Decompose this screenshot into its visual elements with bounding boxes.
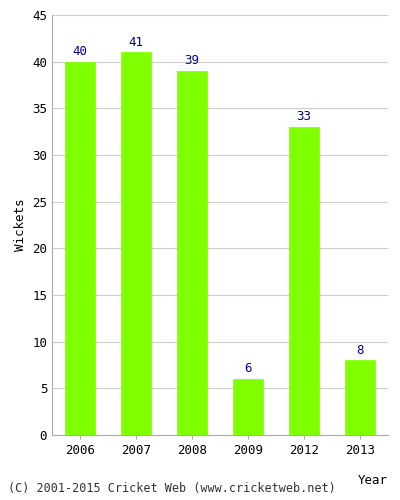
Bar: [289, 127, 320, 435]
Text: 8: 8: [356, 344, 364, 356]
Bar: [64, 62, 96, 435]
Text: 41: 41: [128, 36, 144, 49]
Text: 6: 6: [244, 362, 252, 376]
Bar: [344, 360, 375, 435]
Text: 33: 33: [296, 110, 312, 124]
Text: Year: Year: [358, 474, 388, 487]
Text: (C) 2001-2015 Cricket Web (www.cricketweb.net): (C) 2001-2015 Cricket Web (www.cricketwe…: [8, 482, 336, 495]
Text: 40: 40: [72, 45, 88, 58]
Text: 39: 39: [184, 54, 200, 68]
Bar: [233, 379, 264, 435]
Bar: [121, 52, 151, 435]
Bar: [177, 71, 208, 435]
Y-axis label: Wickets: Wickets: [14, 198, 26, 251]
